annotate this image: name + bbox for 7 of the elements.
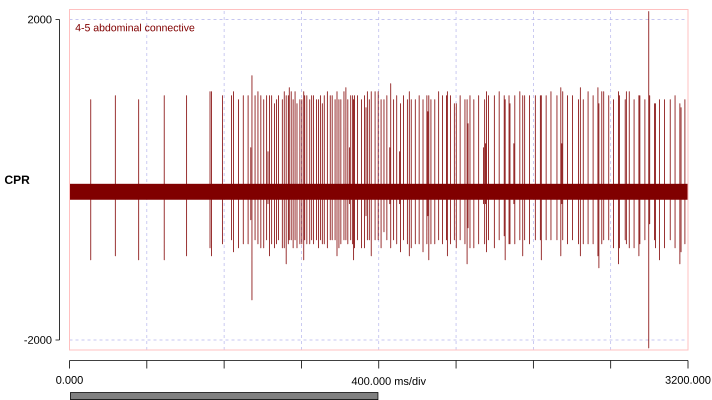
y-axis-title: CPR xyxy=(4,176,30,184)
x-tick-label: 3200.000 xyxy=(665,376,710,384)
x-axis-title: 400.000 ms/div xyxy=(352,376,426,386)
x-tick-label: 0.000 xyxy=(56,376,83,384)
text: 4-5 abdominal connective xyxy=(75,24,194,32)
y-tick-label: -2000 xyxy=(24,336,52,344)
y-tick-label: 2000 xyxy=(28,16,52,24)
